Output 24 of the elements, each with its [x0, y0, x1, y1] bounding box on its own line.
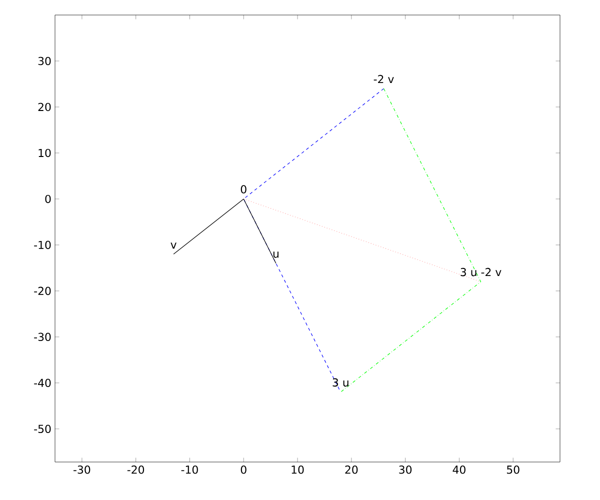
annotation: u — [273, 252, 278, 258]
y-tick-label: -20 — [34, 286, 51, 296]
y-tick-label: -50 — [34, 424, 51, 434]
x-tick-label: 50 — [506, 466, 520, 474]
annotation: -2 v — [374, 74, 394, 84]
y-tick-label: 30 — [38, 56, 51, 66]
x-tick-label: -10 — [181, 466, 198, 474]
y-tick-label: 10 — [38, 148, 51, 158]
annotation: v — [170, 242, 176, 249]
x-tick-label: 10 — [292, 466, 304, 474]
x-tick-label: 40 — [452, 466, 466, 474]
x-tick-label: -30 — [74, 466, 90, 474]
annotation: 3 u -2 v — [460, 268, 502, 276]
annotation: 3 u — [332, 378, 348, 387]
x-tick-label: -20 — [127, 466, 144, 474]
x-tick-label: 20 — [345, 466, 358, 474]
y-tick-label: -10 — [34, 240, 51, 250]
annotation: 0 — [240, 185, 246, 194]
x-tick-label: 0 — [240, 466, 246, 474]
y-tick-label: 0 — [45, 194, 51, 204]
y-tick-label: 20 — [38, 102, 51, 112]
x-tick-label: 30 — [399, 466, 412, 474]
y-tick-label: -30 — [34, 332, 51, 342]
y-tick-label: -40 — [34, 378, 51, 388]
